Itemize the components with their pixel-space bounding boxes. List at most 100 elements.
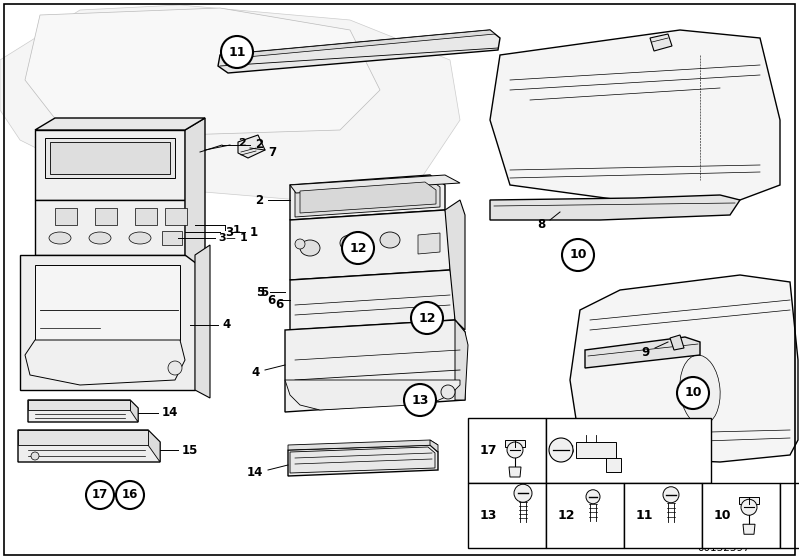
- Polygon shape: [28, 400, 130, 410]
- Text: 3: 3: [225, 225, 233, 239]
- Polygon shape: [165, 208, 187, 225]
- Circle shape: [741, 499, 757, 515]
- Polygon shape: [0, 5, 460, 200]
- Text: 5: 5: [256, 286, 264, 299]
- Text: 13: 13: [411, 394, 429, 406]
- Text: 1: 1: [240, 233, 248, 243]
- Bar: [780, 483, 799, 548]
- Text: 1: 1: [233, 225, 240, 235]
- Circle shape: [116, 481, 144, 509]
- Polygon shape: [35, 200, 185, 255]
- Text: 16: 16: [121, 489, 138, 501]
- Circle shape: [514, 484, 532, 502]
- Polygon shape: [606, 458, 621, 472]
- Polygon shape: [743, 524, 755, 534]
- Circle shape: [549, 438, 573, 462]
- Polygon shape: [25, 8, 380, 135]
- Polygon shape: [195, 245, 210, 398]
- Circle shape: [562, 239, 594, 271]
- Ellipse shape: [380, 232, 400, 248]
- Polygon shape: [418, 233, 440, 254]
- Bar: [546, 483, 624, 548]
- Polygon shape: [576, 442, 616, 458]
- Polygon shape: [509, 467, 521, 477]
- Text: 2: 2: [255, 193, 263, 206]
- Polygon shape: [35, 265, 180, 340]
- Polygon shape: [20, 255, 195, 390]
- Polygon shape: [650, 34, 672, 51]
- Text: 17: 17: [480, 444, 498, 457]
- Bar: [468, 483, 546, 548]
- Text: 8: 8: [537, 217, 545, 230]
- Ellipse shape: [49, 232, 71, 244]
- Text: 14: 14: [162, 406, 178, 419]
- Text: 11: 11: [636, 509, 654, 522]
- Bar: [702, 483, 780, 548]
- Text: 17: 17: [92, 489, 108, 501]
- Polygon shape: [55, 208, 77, 225]
- Text: 6: 6: [275, 299, 284, 311]
- Circle shape: [31, 452, 39, 460]
- Polygon shape: [739, 498, 759, 504]
- Text: 10: 10: [684, 386, 702, 400]
- Text: 4: 4: [252, 367, 260, 380]
- Polygon shape: [18, 430, 160, 462]
- Circle shape: [677, 377, 709, 409]
- Circle shape: [295, 239, 305, 249]
- Polygon shape: [130, 400, 138, 422]
- Circle shape: [441, 385, 455, 399]
- Text: 6: 6: [267, 293, 275, 306]
- Text: 1: 1: [250, 225, 258, 239]
- Text: 00132597: 00132597: [698, 543, 750, 553]
- Polygon shape: [25, 340, 185, 385]
- Text: 13: 13: [480, 509, 497, 522]
- Polygon shape: [218, 30, 500, 73]
- Bar: [468, 418, 546, 483]
- Text: 7: 7: [268, 146, 276, 159]
- Ellipse shape: [89, 232, 111, 244]
- Polygon shape: [570, 275, 798, 462]
- Text: 15: 15: [182, 443, 198, 457]
- Polygon shape: [455, 320, 468, 400]
- Polygon shape: [185, 118, 205, 270]
- Polygon shape: [505, 440, 525, 447]
- Text: 12: 12: [418, 311, 435, 325]
- Text: 2: 2: [238, 138, 246, 148]
- Polygon shape: [290, 175, 460, 193]
- Polygon shape: [290, 447, 435, 473]
- Polygon shape: [45, 138, 175, 178]
- Polygon shape: [295, 178, 440, 217]
- Circle shape: [404, 384, 436, 416]
- Polygon shape: [285, 380, 460, 410]
- Text: 11: 11: [229, 45, 246, 59]
- Polygon shape: [288, 445, 438, 476]
- Circle shape: [221, 36, 253, 68]
- Polygon shape: [288, 440, 438, 450]
- Polygon shape: [35, 130, 185, 200]
- Polygon shape: [445, 200, 465, 330]
- Circle shape: [586, 490, 600, 504]
- Polygon shape: [18, 430, 148, 445]
- Polygon shape: [490, 195, 740, 220]
- Ellipse shape: [300, 240, 320, 256]
- Circle shape: [86, 481, 114, 509]
- Text: —: —: [226, 233, 236, 243]
- Polygon shape: [35, 118, 205, 130]
- Polygon shape: [290, 270, 455, 330]
- Text: 16: 16: [558, 444, 575, 457]
- Polygon shape: [670, 335, 684, 350]
- Text: 9: 9: [642, 345, 650, 358]
- Text: 12: 12: [349, 241, 367, 254]
- Circle shape: [342, 232, 374, 264]
- Bar: [546, 418, 711, 483]
- Circle shape: [507, 442, 523, 458]
- Text: 14: 14: [247, 467, 263, 480]
- Polygon shape: [290, 175, 445, 220]
- Polygon shape: [300, 182, 436, 213]
- Ellipse shape: [680, 355, 720, 425]
- Polygon shape: [220, 30, 495, 59]
- Circle shape: [663, 487, 679, 503]
- Polygon shape: [585, 337, 700, 368]
- Polygon shape: [135, 208, 157, 225]
- Polygon shape: [430, 440, 438, 452]
